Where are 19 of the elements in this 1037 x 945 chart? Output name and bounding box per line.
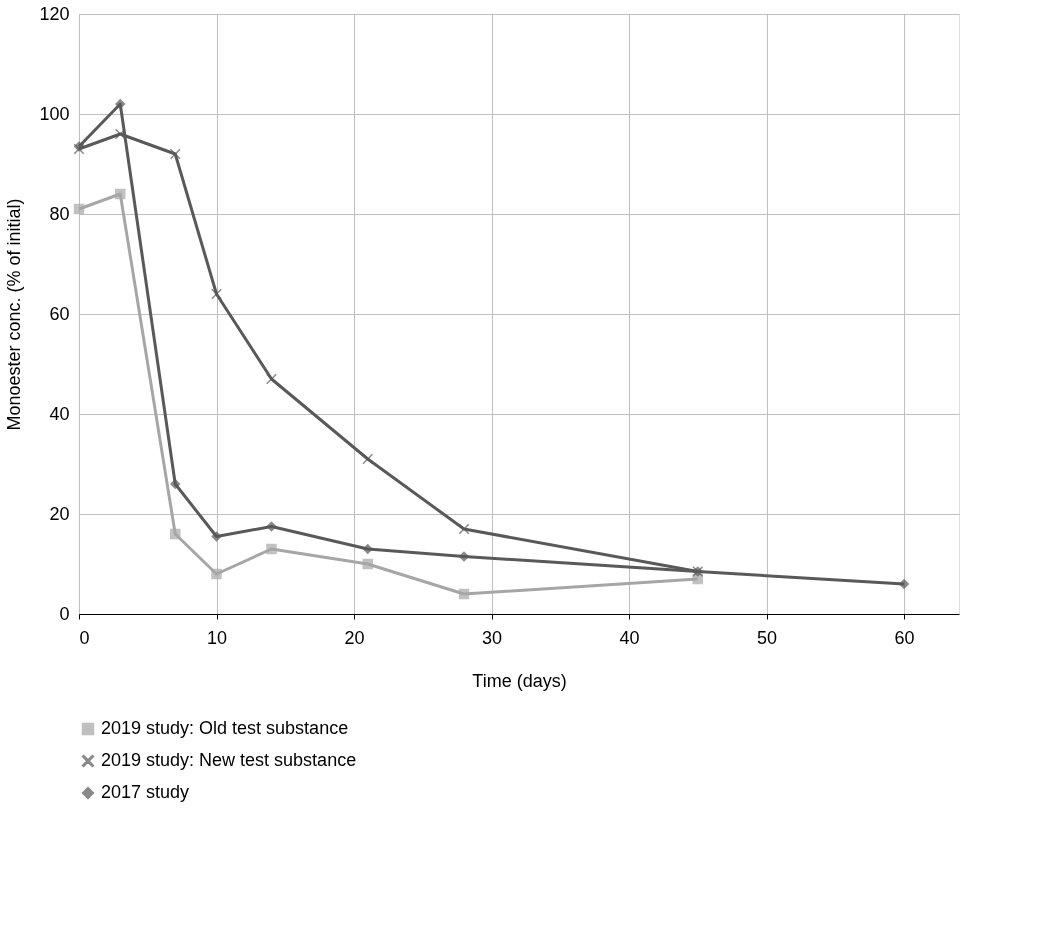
- x-tick-label: 60: [894, 627, 915, 648]
- x-tick-label: 10: [206, 627, 228, 648]
- y-tick-label: 100: [39, 103, 70, 124]
- legend-label: 2019 study: Old test substance: [101, 718, 349, 738]
- legend-label: 2017 study: [101, 782, 190, 802]
- y-tick-label: 40: [49, 403, 70, 424]
- y-tick-label: 120: [39, 3, 70, 24]
- x-tick-label: 50: [756, 627, 778, 648]
- x-axis-title: Time (days): [472, 670, 567, 691]
- y-tick-label: 60: [49, 303, 70, 324]
- x-tick-label: 40: [619, 627, 640, 648]
- y-axis-title: Monoester conc. (% of initial): [4, 198, 25, 431]
- y-tick-label: 80: [49, 203, 70, 224]
- y-tick-label: 0: [59, 603, 70, 624]
- x-tick-label: 30: [481, 627, 503, 648]
- legend-label: 2019 study: New test substance: [101, 750, 357, 770]
- x-tick-label: 0: [79, 627, 90, 648]
- x-tick-label: 20: [344, 627, 365, 648]
- y-tick-label: 20: [49, 503, 70, 524]
